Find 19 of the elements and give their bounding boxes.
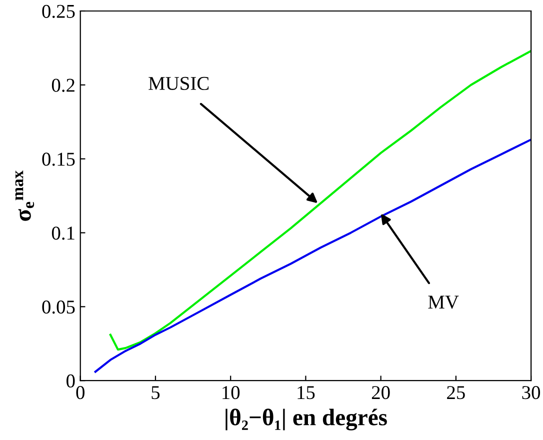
x-axis-title: |θ₂−θ₁| en degrés bbox=[226, 408, 387, 430]
x-tick-label: 15 bbox=[298, 386, 315, 400]
y-tick-label: 0.2 bbox=[52, 78, 74, 92]
x-tick-label: 0 bbox=[76, 386, 84, 400]
y-tick-label: 0.05 bbox=[42, 300, 75, 314]
x-tick-label: 5 bbox=[152, 386, 160, 400]
y-axis-title: σ$_{e}$$^{max}$ bbox=[15, 170, 34, 221]
y-tick-label: 0.15 bbox=[42, 152, 75, 166]
y-tick-label: 0 bbox=[66, 374, 75, 388]
y-tick-label: 0.25 bbox=[42, 4, 75, 18]
annotation: MV bbox=[428, 296, 459, 309]
x-tick-label: 30 bbox=[522, 386, 540, 400]
line-series bbox=[94, 138, 532, 373]
line-series bbox=[109, 50, 532, 351]
x-tick-label: 25 bbox=[447, 386, 465, 400]
x-tick-label: 10 bbox=[222, 386, 240, 400]
x-tick-label: 20 bbox=[372, 386, 390, 400]
y-tick-label: 0.1 bbox=[52, 226, 74, 240]
annotation: MUSIC bbox=[148, 76, 209, 90]
